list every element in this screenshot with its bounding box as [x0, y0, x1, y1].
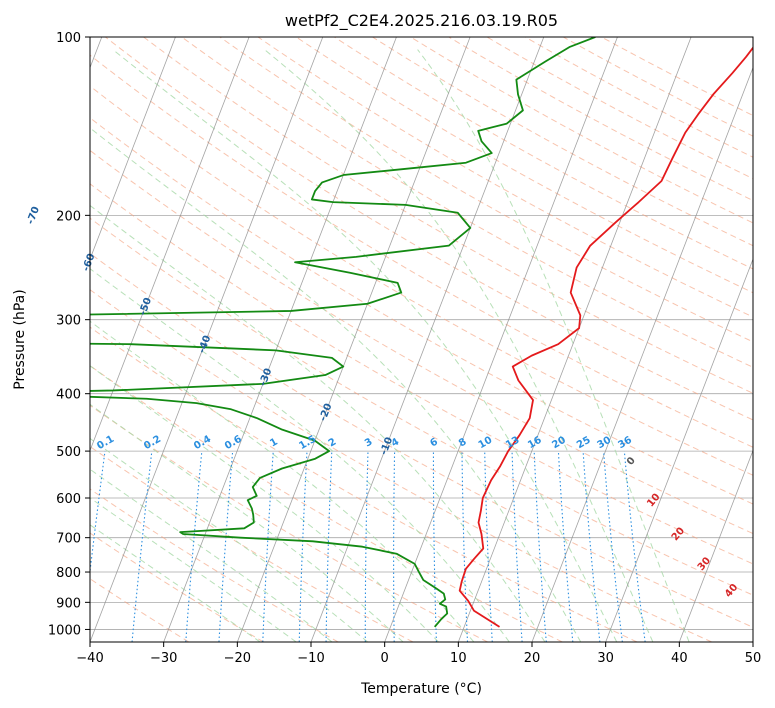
moist-adiabat-line	[90, 127, 582, 642]
background-lines	[90, 37, 753, 642]
dry-adiabat-line	[90, 149, 753, 535]
isotherm-line	[90, 37, 324, 642]
temperature-line	[458, 46, 753, 628]
mixing-ratio-line	[623, 451, 646, 642]
y-tick-label: 100	[56, 31, 81, 46]
x-axis-title: Temperature (°C)	[360, 681, 482, 697]
isotherm-line	[310, 37, 545, 642]
dry-adiabat-line	[90, 289, 712, 642]
dry-adiabat-line	[90, 85, 753, 476]
plot-background	[90, 37, 753, 642]
isotherm-line	[384, 37, 618, 642]
x-tick-label: −40	[76, 651, 103, 666]
moist-adiabat-line	[90, 365, 439, 642]
moist-adiabat-line	[90, 320, 475, 642]
y-axis-title: Pressure (hPa)	[12, 289, 28, 389]
axes: −40 −30 −20 −10 0 10 20 30 40 50 1000 900 800 700 600 5…	[48, 31, 761, 666]
x-tick-label: 30	[597, 651, 614, 666]
dry-adiabat-line	[90, 54, 753, 448]
isotherm-line	[457, 37, 692, 642]
dry-adiabat-line	[219, 37, 753, 343]
x-tick-label: 10	[450, 651, 467, 666]
mixing-ratio-label: 6	[428, 436, 440, 449]
isotherm-line	[90, 37, 250, 452]
x-tick-label: 0	[381, 651, 389, 666]
moist-adiabat-line	[90, 204, 546, 642]
mixing-ratio-label: 2	[327, 436, 339, 449]
mixing-ratio-label: 1	[268, 436, 280, 449]
x-tick-label: 20	[524, 651, 541, 666]
moist-adiabat-line	[90, 403, 404, 642]
x-tick-label: −20	[224, 651, 251, 666]
isotherm-line	[531, 66, 753, 642]
plot-frame	[89, 36, 754, 643]
mixing-ratio-line	[603, 451, 623, 642]
dry-adiabat-line	[143, 37, 753, 394]
moist-adiabat-line	[112, 49, 618, 642]
y-tick-label: 700	[56, 532, 81, 547]
dry-adiabat-line	[90, 183, 753, 565]
dry-adiabat-line	[181, 37, 753, 368]
y-tick-label: 800	[56, 566, 81, 581]
isotherm-label: -70	[25, 205, 42, 226]
moist-adiabat-line	[90, 468, 333, 642]
isotherm-line	[678, 449, 753, 642]
x-tick-label: −10	[297, 651, 324, 666]
dry-adiabat-line	[90, 445, 414, 642]
dewpoint-line	[90, 37, 596, 628]
dry-adiabat-line	[90, 532, 264, 642]
mixing-ratio-line	[90, 451, 106, 576]
chart-title: wetPf2_C2E4.2025.216.03.19.R05	[285, 11, 558, 31]
isotherm-line	[163, 37, 397, 642]
isotherm-line	[90, 37, 176, 261]
y-tick-label: 900	[56, 596, 81, 611]
y-tick-label: 200	[56, 209, 81, 224]
y-tick-label: 500	[56, 445, 81, 460]
mixing-ratio-label: 4	[390, 436, 402, 449]
isotherm-line	[236, 37, 471, 642]
mixing-ratio-label: 3	[363, 436, 375, 449]
y-tick-label: 1000	[48, 623, 81, 638]
dry-adiabat-line	[90, 326, 638, 642]
mixing-ratio-label: 8	[457, 436, 469, 449]
x-tick-label: −30	[150, 651, 177, 666]
profile-series	[90, 37, 753, 628]
isotherm-line	[605, 257, 753, 642]
x-tick-label: 40	[671, 651, 688, 666]
y-tick-label: 300	[56, 314, 81, 329]
y-tick-label: 600	[56, 492, 81, 507]
moist-adiabat-line	[90, 437, 368, 642]
x-tick-label: 50	[745, 651, 762, 666]
moist-adiabat-line	[264, 49, 654, 642]
y-tick-label: 400	[56, 388, 81, 403]
dry-adiabat-line	[105, 37, 753, 421]
isotherm-line	[752, 640, 753, 642]
moist-adiabat-line	[417, 49, 690, 642]
